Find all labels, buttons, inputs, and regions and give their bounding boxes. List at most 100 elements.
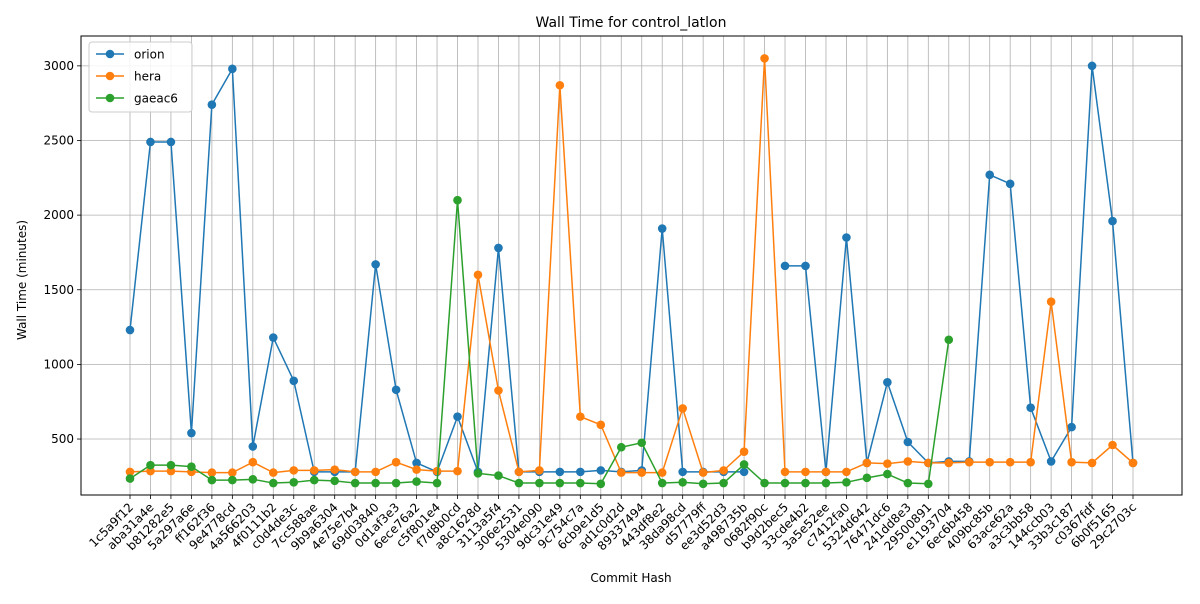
- data-point-gaeac6: [473, 469, 483, 478]
- data-point-orion: [576, 467, 585, 477]
- data-point-gaeac6: [924, 479, 933, 489]
- data-point-hera: [964, 457, 974, 467]
- data-point-orion: [780, 261, 790, 271]
- data-point-orion: [657, 224, 667, 233]
- data-point-hera: [739, 447, 749, 457]
- data-point-hera: [228, 468, 237, 477]
- data-point-hera: [248, 457, 258, 467]
- data-point-gaeac6: [309, 475, 319, 485]
- data-point-hera: [371, 467, 380, 477]
- data-point-hera: [1005, 457, 1015, 467]
- data-point-orion: [391, 385, 401, 395]
- data-point-hera: [678, 404, 687, 413]
- data-point-hera: [698, 468, 708, 477]
- data-point-hera: [432, 466, 442, 476]
- data-point-orion: [903, 437, 913, 447]
- grid: [81, 36, 1182, 495]
- data-point-gaeac6: [821, 478, 831, 488]
- data-point-hera: [596, 420, 606, 430]
- data-point-gaeac6: [944, 335, 954, 345]
- data-point-orion: [801, 261, 810, 271]
- plot-area-frame: [80, 35, 1183, 496]
- data-point-hera: [350, 467, 360, 477]
- data-point-orion: [678, 467, 687, 477]
- data-point-gaeac6: [268, 478, 278, 488]
- series-line-orion: [129, 65, 1134, 473]
- data-point-gaeac6: [862, 473, 872, 483]
- data-point-hera: [330, 465, 339, 474]
- series-gaeac6: [125, 195, 954, 489]
- series-layer: [125, 54, 1138, 489]
- data-point-gaeac6: [698, 479, 708, 489]
- data-point-gaeac6: [350, 478, 360, 488]
- data-point-gaeac6: [657, 478, 667, 488]
- data-point-gaeac6: [187, 462, 196, 471]
- data-point-gaeac6: [248, 475, 258, 484]
- data-point-gaeac6: [125, 474, 135, 483]
- data-point-hera: [862, 458, 872, 468]
- data-point-gaeac6: [555, 478, 565, 488]
- data-point-hera: [555, 80, 565, 90]
- data-point-orion: [1087, 61, 1097, 71]
- data-point-orion: [1067, 422, 1076, 432]
- data-point-gaeac6: [576, 478, 585, 488]
- data-point-hera: [985, 457, 995, 467]
- data-point-hera: [1046, 297, 1056, 306]
- data-point-orion: [289, 376, 299, 386]
- data-point-hera: [166, 466, 176, 476]
- data-point-orion: [371, 260, 380, 269]
- axes: 1c5a9f12aba31a4eb81282e55a297a6eff162f36…: [43, 59, 1139, 553]
- data-point-gaeac6: [207, 475, 217, 485]
- data-point-hera: [125, 467, 135, 477]
- data-point-gaeac6: [535, 478, 544, 488]
- data-point-orion: [207, 100, 217, 109]
- data-point-gaeac6: [678, 478, 687, 487]
- data-point-gaeac6: [760, 478, 769, 488]
- data-point-hera: [801, 467, 810, 477]
- data-point-gaeac6: [719, 478, 728, 488]
- y-tick-label: 500: [51, 432, 74, 446]
- data-point-hera: [535, 466, 544, 475]
- data-point-gaeac6: [616, 442, 626, 452]
- data-point-gaeac6: [330, 476, 339, 486]
- data-point-orion: [883, 378, 892, 387]
- data-point-orion: [412, 458, 421, 468]
- data-point-hera: [657, 468, 667, 477]
- y-tick-label: 2500: [43, 133, 74, 147]
- data-point-hera: [473, 270, 483, 280]
- data-point-hera: [1067, 457, 1076, 467]
- data-point-hera: [309, 466, 319, 475]
- data-point-gaeac6: [412, 477, 421, 486]
- data-point-gaeac6: [801, 478, 810, 488]
- y-axis-label: Wall Time (minutes): [15, 220, 29, 340]
- data-point-gaeac6: [494, 471, 503, 480]
- data-point-hera: [903, 457, 913, 466]
- y-tick-label: 2000: [43, 208, 74, 222]
- data-point-orion: [125, 325, 135, 335]
- data-point-gaeac6: [739, 460, 749, 469]
- data-point-hera: [1026, 457, 1035, 467]
- data-point-gaeac6: [842, 478, 851, 487]
- legend-marker: [105, 49, 115, 59]
- data-point-hera: [883, 459, 892, 468]
- data-point-orion: [596, 466, 606, 475]
- data-point-orion: [1005, 179, 1015, 189]
- legend-label: orion: [134, 48, 165, 62]
- data-point-gaeac6: [514, 478, 524, 488]
- data-point-orion: [248, 442, 258, 451]
- data-point-gaeac6: [289, 478, 299, 487]
- data-point-hera: [1087, 458, 1097, 468]
- data-point-gaeac6: [780, 478, 790, 488]
- data-point-orion: [739, 467, 749, 477]
- y-tick-label: 1500: [43, 283, 74, 297]
- chart-title: Wall Time for control_latlon: [536, 15, 727, 31]
- data-point-hera: [780, 467, 790, 477]
- y-tick-label: 1000: [43, 357, 74, 371]
- legend-box: [88, 41, 193, 113]
- legend-marker: [105, 93, 115, 103]
- data-point-hera: [412, 465, 421, 474]
- data-point-gaeac6: [903, 478, 913, 488]
- data-point-hera: [494, 386, 503, 395]
- data-point-orion: [166, 137, 176, 147]
